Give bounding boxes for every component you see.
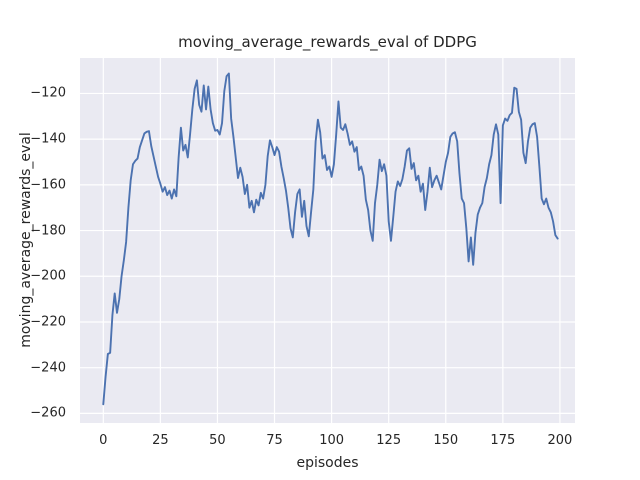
x-tick-label: 75	[266, 433, 283, 448]
reward-line-series	[102, 72, 559, 406]
chart-title: moving_average_rewards_eval of DDPG	[178, 33, 477, 51]
y-tick-label: −220	[30, 314, 66, 330]
x-tick-label: 25	[152, 433, 169, 448]
x-tick-label: 125	[376, 433, 402, 448]
plot-area	[80, 58, 575, 423]
x-tick-label: 100	[319, 433, 345, 448]
y-tick-label: −240	[30, 360, 66, 376]
x-tick-label: 0	[99, 433, 108, 448]
y-tick-label: −160	[30, 177, 66, 193]
x-tick-label: 150	[433, 433, 459, 448]
x-tick-label: 175	[490, 433, 516, 448]
y-tick-label: −140	[30, 131, 66, 147]
x-axis-label: episodes	[296, 455, 359, 471]
y-tick-label: −260	[30, 405, 66, 421]
x-tick-label: 50	[209, 433, 226, 448]
y-tick-label: −180	[30, 223, 66, 239]
gridlines	[80, 58, 575, 423]
x-tick-label: 200	[547, 433, 573, 448]
y-tick-label: −120	[30, 85, 66, 101]
y-tick-label: −200	[30, 268, 66, 284]
